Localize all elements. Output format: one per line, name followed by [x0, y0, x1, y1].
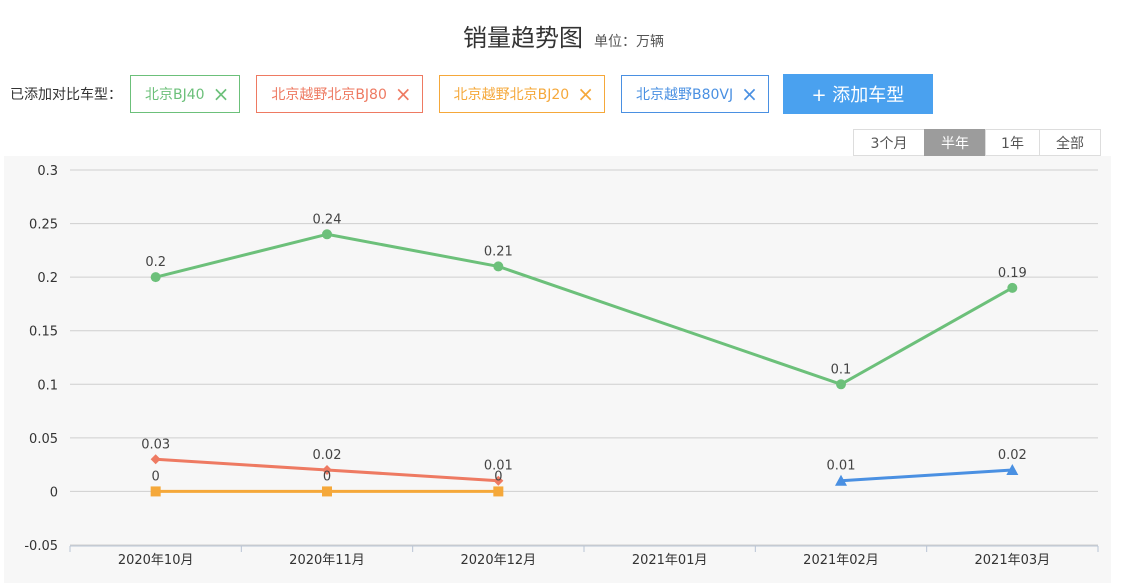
model-tag-b80vj[interactable]: 北京越野B80VJ ×	[620, 75, 769, 113]
data-label: 0	[152, 469, 160, 484]
close-icon[interactable]: ×	[741, 82, 758, 106]
y-tick-label: -0.05	[24, 539, 58, 554]
chart-title: 销量趋势图	[462, 24, 583, 52]
x-tick-label: 2021年03月	[975, 553, 1051, 568]
add-model-button[interactable]: + 添加车型	[782, 74, 933, 114]
compare-bar: 已添加对比车型： 北京BJ40 × 北京越野北京BJ80 × 北京越野北京BJ2…	[10, 74, 933, 114]
series-line	[155, 457, 328, 472]
plot-area	[4, 156, 1111, 583]
range-tab-3-months[interactable]: 3个月	[853, 129, 925, 156]
data-point	[322, 229, 332, 240]
data-point	[150, 486, 161, 497]
x-tick-label: 2020年10月	[118, 553, 194, 568]
series-line	[155, 232, 328, 279]
range-tab-all[interactable]: 全部	[1039, 129, 1101, 156]
data-label: 0.24	[313, 212, 342, 227]
data-point	[150, 272, 161, 283]
model-tag-label: 北京越野B80VJ	[635, 87, 734, 103]
data-point	[322, 486, 332, 497]
data-label: 0.21	[484, 244, 513, 259]
model-tag-bj80[interactable]: 北京越野北京BJ80 ×	[256, 75, 423, 113]
chart-unit: 单位：万辆	[594, 34, 665, 50]
data-label: 0.03	[141, 437, 170, 452]
y-tick-label: 0	[50, 485, 58, 500]
data-label: 0.19	[998, 266, 1027, 281]
y-tick-label: 0.25	[29, 218, 58, 233]
compare-label: 已添加对比车型：	[10, 87, 122, 103]
data-point	[1007, 282, 1018, 293]
data-point	[493, 475, 504, 486]
model-tag-bj40[interactable]: 北京BJ40 ×	[130, 75, 241, 113]
model-tag-label: 北京BJ40	[145, 87, 205, 103]
data-label: 0.02	[998, 448, 1027, 463]
x-tick-label: 2021年01月	[632, 553, 708, 568]
data-point	[322, 465, 332, 475]
x-tick-label: 2021年02月	[803, 553, 879, 568]
series-line	[326, 232, 499, 268]
chart-header: 销量趋势图 单位：万辆	[0, 18, 1127, 53]
x-tick-label: 2020年11月	[289, 553, 365, 568]
data-point	[1006, 464, 1019, 475]
x-tick-label: 2020年12月	[461, 553, 537, 568]
range-tab-half-year[interactable]: 半年	[924, 129, 986, 156]
data-label: 0.01	[484, 459, 513, 474]
data-label: 0.2	[145, 255, 166, 270]
data-point	[493, 261, 504, 272]
data-label: 0	[494, 469, 502, 484]
y-tick-label: 0.15	[29, 325, 58, 340]
data-point	[150, 454, 161, 465]
data-label: 0.02	[313, 448, 342, 463]
y-tick-label: 0.3	[37, 164, 58, 179]
series-line	[497, 265, 842, 386]
data-point	[493, 486, 504, 497]
series-line	[840, 468, 1013, 483]
y-tick-label: 0.05	[29, 432, 58, 447]
model-tag-label: 北京越野北京BJ80	[271, 87, 387, 103]
y-tick-label: 0.2	[37, 271, 58, 286]
range-tab-1-year[interactable]: 1年	[985, 129, 1040, 156]
data-label: 0.01	[827, 459, 856, 474]
data-point	[835, 474, 847, 486]
series-line	[840, 286, 1014, 386]
model-tag-label: 北京越野北京BJ20	[453, 87, 570, 103]
time-range-tabs: 3个月 半年 1年 全部	[853, 129, 1101, 156]
data-point	[836, 379, 846, 390]
close-icon[interactable]: ×	[394, 82, 412, 106]
model-tag-bj20[interactable]: 北京越野北京BJ20 ×	[438, 75, 605, 113]
data-label: 0	[323, 469, 331, 484]
data-label: 0.1	[831, 362, 852, 377]
series-line	[326, 468, 499, 483]
close-icon[interactable]: ×	[577, 82, 594, 106]
close-icon[interactable]: ×	[212, 82, 230, 106]
y-tick-label: 0.1	[37, 378, 58, 393]
